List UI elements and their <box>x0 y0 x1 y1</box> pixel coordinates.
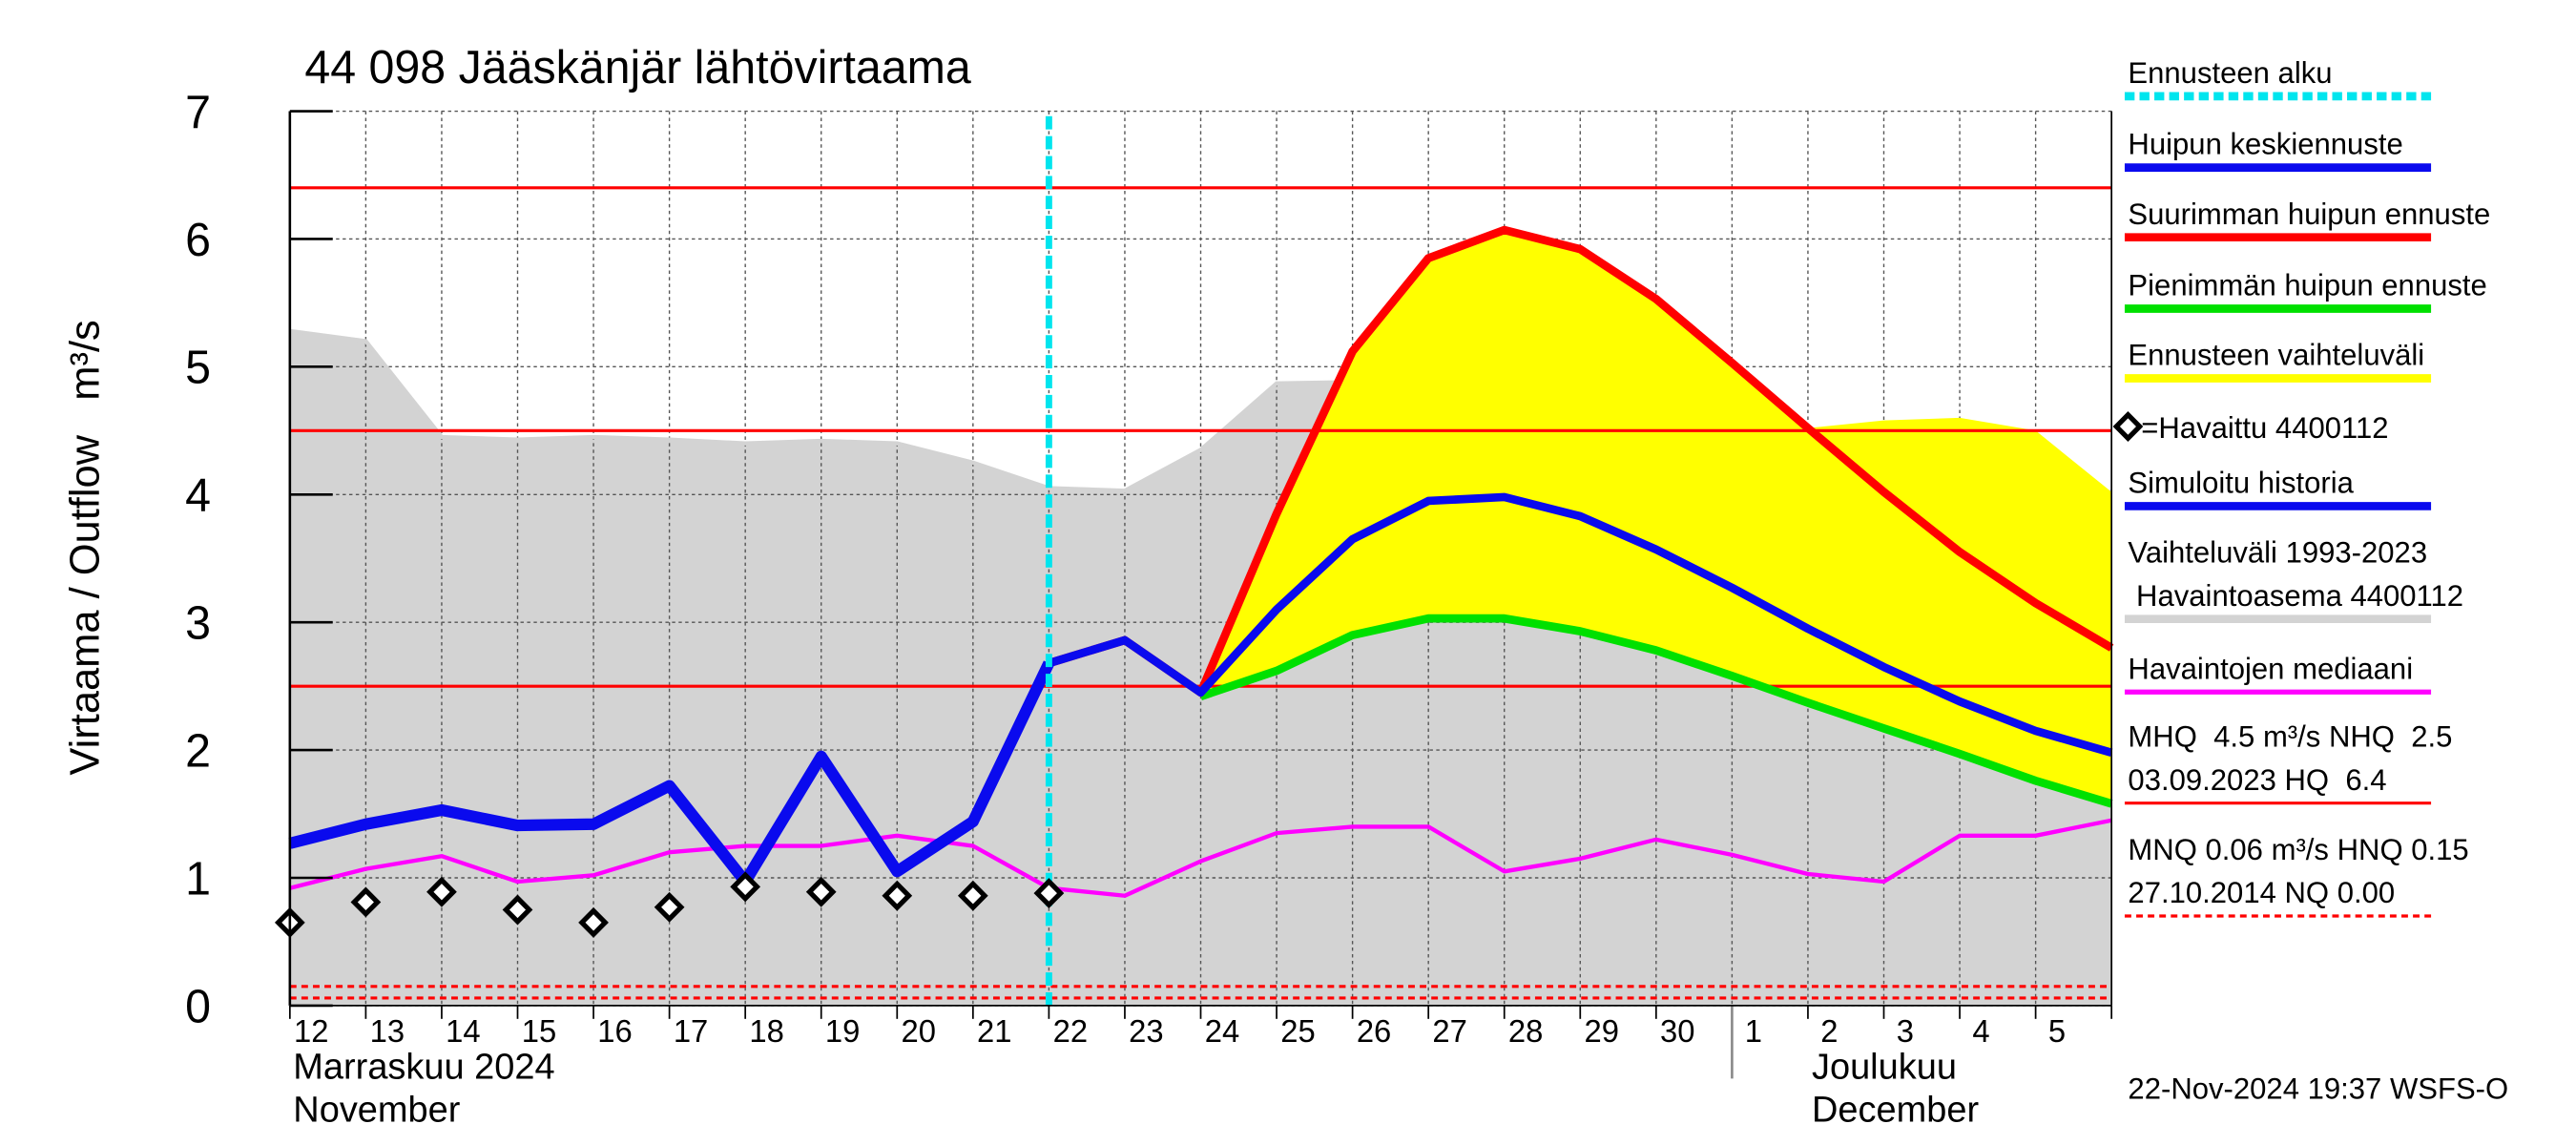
legend-label: Huipun keskiennuste <box>2128 128 2402 161</box>
x-tick-label: 30 <box>1660 1013 1694 1049</box>
legend-label: Ennusteen alku <box>2128 56 2332 90</box>
legend-label: 27.10.2014 NQ 0.00 <box>2128 876 2395 909</box>
y-tick-label: 2 <box>185 725 211 777</box>
x-tick-label: 17 <box>674 1013 708 1049</box>
markers-layer <box>274 115 1065 1006</box>
legend-label: Pienimmän huipun ennuste <box>2128 268 2486 302</box>
y-tick-label: 7 <box>185 87 211 138</box>
x-tick-label: 29 <box>1584 1013 1618 1049</box>
x-tick-label: 20 <box>901 1013 935 1049</box>
x-tick-label: 2 <box>1820 1013 1838 1049</box>
y-tick-label: 6 <box>185 215 211 266</box>
observation <box>1033 878 1065 909</box>
observation <box>350 886 382 918</box>
observation <box>882 880 913 911</box>
legend-label: Vaihteluväli 1993-2023 <box>2128 535 2427 569</box>
legend-label: Havaintojen mediaani <box>2128 652 2413 685</box>
range-area <box>1200 230 2112 804</box>
observation <box>957 880 988 911</box>
y-tick-label: 4 <box>185 469 211 521</box>
x-tick-label: 24 <box>1205 1013 1239 1049</box>
x-tick-label: 12 <box>294 1013 328 1049</box>
lines-layer <box>288 186 2114 1000</box>
x-tick-label: 5 <box>2048 1013 2066 1049</box>
x-tick-label: 19 <box>825 1013 860 1049</box>
series-line <box>1199 614 2113 808</box>
observation <box>805 876 837 907</box>
x-tick-label: 13 <box>370 1013 405 1049</box>
observation <box>654 891 685 923</box>
legend-label: Suurimman huipun ennuste <box>2128 198 2490 231</box>
legend-label: MNQ 0.06 m³/s HNQ 0.15 <box>2128 833 2468 866</box>
month-label: Marraskuu 2024 <box>293 1046 554 1087</box>
timestamp: 22-Nov-2024 19:37 WSFS-O <box>2128 1072 2508 1105</box>
legend-label: Simuloitu historia <box>2128 466 2354 499</box>
observation <box>730 871 761 903</box>
month-label: Joulukuu <box>1812 1046 1957 1087</box>
x-tick-label: 16 <box>597 1013 632 1049</box>
y-tick-label: 0 <box>185 981 211 1032</box>
series-line <box>1048 492 2113 757</box>
month-label: December <box>1812 1090 1979 1131</box>
x-tick-label: 25 <box>1280 1013 1315 1049</box>
y-tick-label: 3 <box>185 597 211 649</box>
x-tick-label: 3 <box>1897 1013 1914 1049</box>
x-tick-label: 28 <box>1508 1013 1543 1049</box>
y-axis-label: Virtaama / Outflow m³/s <box>63 320 109 775</box>
x-tick-label: 26 <box>1357 1013 1391 1049</box>
legend-label: Ennusteen vaihteluväli <box>2128 339 2424 372</box>
x-tick-label: 1 <box>1745 1013 1762 1049</box>
y-tick-label: 1 <box>185 853 211 905</box>
x-tick-label: 14 <box>446 1013 480 1049</box>
legend: Ennusteen alku Huipun keskiennuste Suurimm… <box>2112 56 2490 918</box>
series-line <box>289 818 2112 898</box>
observation <box>426 876 457 907</box>
x-tick-label: 27 <box>1432 1013 1466 1049</box>
y-tick-label: 5 <box>185 343 211 394</box>
x-tick-label: 23 <box>1129 1013 1163 1049</box>
x-tick-label: 21 <box>977 1013 1011 1049</box>
legend-label: MHQ 4.5 m³/s NHQ 2.5 <box>2128 720 2452 754</box>
x-tick-label: 22 <box>1053 1013 1088 1049</box>
x-tick-label: 4 <box>1972 1013 1989 1049</box>
observation <box>502 894 533 926</box>
legend-marker <box>2112 410 2144 442</box>
observation <box>578 906 609 938</box>
month-label: November <box>293 1090 460 1131</box>
x-tick-label: 15 <box>522 1013 556 1049</box>
x-tick-label: 18 <box>749 1013 783 1049</box>
series-line <box>1048 225 2114 697</box>
forecast-range-layer <box>289 229 2112 804</box>
legend-label: 03.09.2023 HQ 6.4 <box>2128 763 2386 797</box>
series-line <box>288 660 1054 888</box>
chart-title: 44 098 Jääskänjär lähtövirtaama <box>304 42 970 94</box>
legend-label: =Havaittu 4400112 <box>2141 411 2388 445</box>
legend-label: Havaintoasema 4400112 <box>2128 579 2463 613</box>
